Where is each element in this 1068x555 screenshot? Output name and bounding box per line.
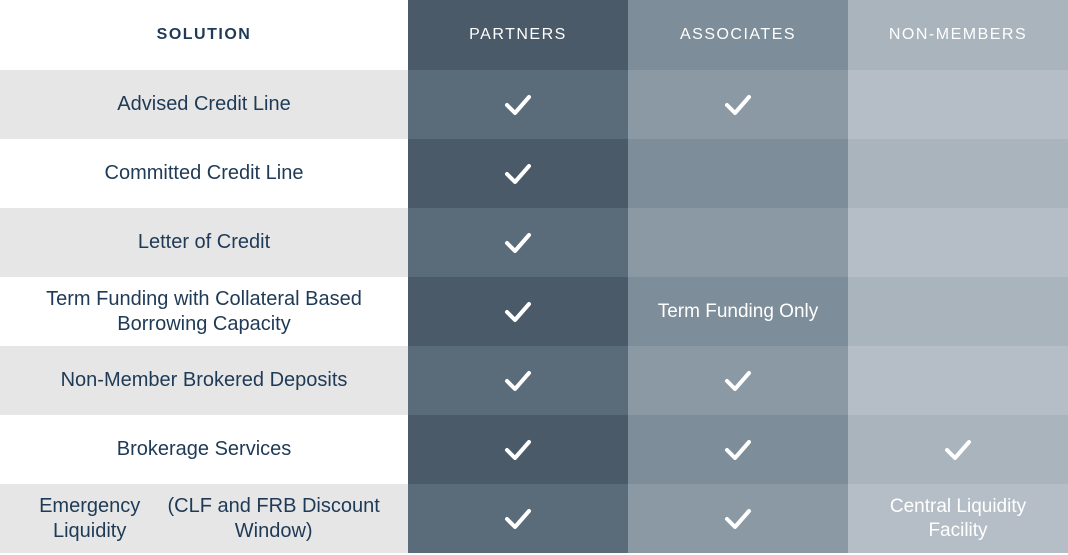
cell-note: Term Funding Only (658, 300, 819, 324)
nonmembers-cell (848, 139, 1068, 208)
table-row: Term Funding with Collateral Based Borro… (0, 277, 1068, 346)
associates-cell (628, 415, 848, 484)
nonmembers-cell (848, 70, 1068, 139)
solution-label: Emergency Liquidity (20, 494, 159, 544)
nonmembers-cell (848, 415, 1068, 484)
solution-label: Committed Credit Line (105, 161, 304, 186)
header-solution: SOLUTION (0, 0, 408, 70)
check-icon (504, 232, 532, 254)
check-icon (504, 301, 532, 323)
associates-cell (628, 208, 848, 277)
header-nonmembers: NON-MEMBERS (848, 0, 1068, 70)
partners-cell (408, 139, 628, 208)
nonmembers-cell (848, 208, 1068, 277)
associates-cell (628, 70, 848, 139)
solution-label: Advised Credit Line (117, 92, 290, 117)
comparison-table: SOLUTION PARTNERS ASSOCIATES NON-MEMBERS… (0, 0, 1068, 553)
partners-cell (408, 346, 628, 415)
check-icon (504, 94, 532, 116)
table-row: Letter of Credit (0, 208, 1068, 277)
table-row: Emergency Liquidity(CLF and FRB Discount… (0, 484, 1068, 553)
partners-cell (408, 484, 628, 553)
nonmembers-cell (848, 346, 1068, 415)
check-icon (724, 439, 752, 461)
table-row: Brokerage Services (0, 415, 1068, 484)
table-row: Non-Member Brokered Deposits (0, 346, 1068, 415)
check-icon (724, 508, 752, 530)
associates-cell (628, 139, 848, 208)
table-row: Advised Credit Line (0, 70, 1068, 139)
header-partners: PARTNERS (408, 0, 628, 70)
solution-label: Non-Member Brokered Deposits (61, 368, 348, 393)
table-header-row: SOLUTION PARTNERS ASSOCIATES NON-MEMBERS (0, 0, 1068, 70)
associates-cell (628, 346, 848, 415)
nonmembers-cell: Central Liquidity Facility (848, 484, 1068, 553)
check-icon (504, 370, 532, 392)
associates-cell: Term Funding Only (628, 277, 848, 346)
cell-note: Central Liquidity Facility (868, 495, 1048, 543)
solution-cell: Committed Credit Line (0, 139, 408, 208)
solution-cell: Letter of Credit (0, 208, 408, 277)
header-associates: ASSOCIATES (628, 0, 848, 70)
check-icon (944, 439, 972, 461)
check-icon (504, 508, 532, 530)
solution-label: Letter of Credit (138, 230, 270, 255)
solution-label: (CLF and FRB Discount Window) (159, 494, 388, 544)
solution-cell: Brokerage Services (0, 415, 408, 484)
check-icon (504, 163, 532, 185)
check-icon (724, 370, 752, 392)
associates-cell (628, 484, 848, 553)
partners-cell (408, 208, 628, 277)
partners-cell (408, 70, 628, 139)
solution-cell: Emergency Liquidity(CLF and FRB Discount… (0, 484, 408, 553)
solution-cell: Non-Member Brokered Deposits (0, 346, 408, 415)
solution-label: Term Funding with Collateral Based Borro… (20, 287, 388, 337)
solution-label: Brokerage Services (117, 437, 292, 462)
table-body: Advised Credit Line Committed Credit Line… (0, 70, 1068, 553)
partners-cell (408, 415, 628, 484)
partners-cell (408, 277, 628, 346)
check-icon (724, 94, 752, 116)
solution-cell: Advised Credit Line (0, 70, 408, 139)
nonmembers-cell (848, 277, 1068, 346)
solution-cell: Term Funding with Collateral Based Borro… (0, 277, 408, 346)
check-icon (504, 439, 532, 461)
table-row: Committed Credit Line (0, 139, 1068, 208)
